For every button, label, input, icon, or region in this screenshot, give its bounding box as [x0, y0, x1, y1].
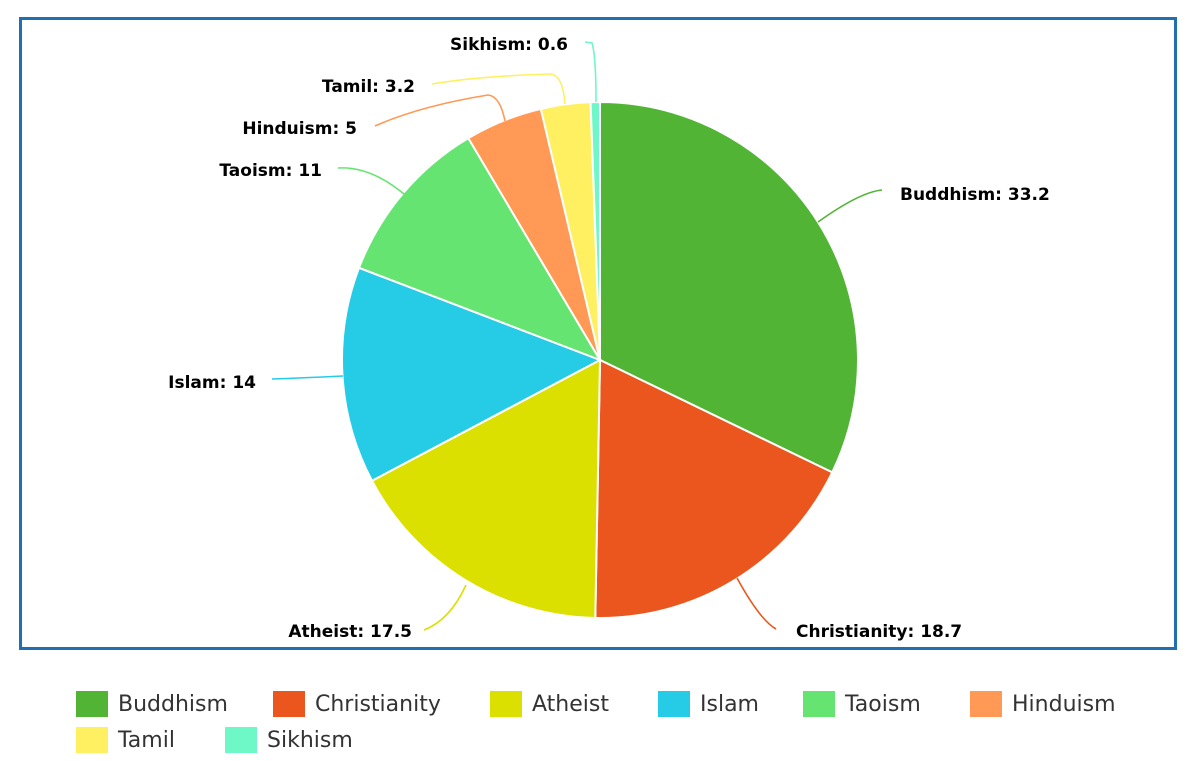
- leader-line-atheist: [423, 584, 467, 631]
- leader-line-christianity: [736, 577, 777, 630]
- legend-swatch-tamil: [76, 727, 108, 753]
- pie-slice-buddhism[interactable]: [599, 100, 859, 474]
- pie-slice-sikhism[interactable]: [589, 100, 601, 361]
- leader-line-taoism: [337, 167, 405, 195]
- legend-label-taoism: Taoism: [845, 691, 921, 717]
- pie-slice-atheist[interactable]: [370, 358, 602, 619]
- leader-line-islam: [271, 375, 344, 380]
- legend-label-buddhism: Buddhism: [118, 691, 228, 717]
- legend-label-atheist: Atheist: [532, 691, 609, 717]
- legend-swatch-christianity: [273, 691, 305, 717]
- chart-legend: Buddhism Christianity Atheist Islam Taoism Hi…: [76, 686, 1176, 758]
- leader-line-sikhism: [584, 41, 597, 103]
- pie-slice-christianity[interactable]: [594, 358, 834, 619]
- legend-item-atheist[interactable]: Atheist: [490, 686, 609, 722]
- legend-item-taoism[interactable]: Taoism: [803, 686, 921, 722]
- legend-label-christianity: Christianity: [315, 691, 441, 717]
- legend-item-sikhism[interactable]: Sikhism: [225, 722, 353, 758]
- legend-item-tamil[interactable]: Tamil: [76, 722, 175, 758]
- legend-item-islam[interactable]: Islam: [658, 686, 759, 722]
- legend-swatch-atheist: [490, 691, 522, 717]
- data-label-hinduism: Hinduism: 5: [242, 119, 357, 139]
- legend-swatch-hinduism: [970, 691, 1002, 717]
- leader-line-tamil: [431, 73, 566, 105]
- legend-label-hinduism: Hinduism: [1012, 691, 1116, 717]
- leader-line-buddhism: [817, 189, 883, 223]
- data-label-christianity: Christianity: 18.7: [796, 622, 962, 642]
- data-label-buddhism: Buddhism: 33.2: [900, 185, 1050, 205]
- legend-swatch-sikhism: [225, 727, 257, 753]
- data-label-atheist: Atheist: 17.5: [288, 622, 412, 642]
- legend-item-hinduism[interactable]: Hinduism: [970, 686, 1116, 722]
- legend-swatch-buddhism: [76, 691, 108, 717]
- legend-label-sikhism: Sikhism: [267, 727, 353, 753]
- pie-chart: Buddhism: 33.2 Christianity: 18.7 Atheist:…: [168, 35, 1050, 642]
- data-label-islam: Islam: 14: [168, 373, 256, 393]
- data-label-tamil: Tamil: 3.2: [322, 77, 415, 97]
- legend-item-christianity[interactable]: Christianity: [273, 686, 441, 722]
- legend-label-tamil: Tamil: [118, 727, 175, 753]
- legend-swatch-islam: [658, 691, 690, 717]
- data-label-taoism: Taoism: 11: [219, 161, 322, 181]
- data-label-sikhism: Sikhism: 0.6: [450, 35, 568, 55]
- leader-line-hinduism: [374, 94, 506, 127]
- legend-item-buddhism[interactable]: Buddhism: [76, 686, 228, 722]
- legend-label-islam: Islam: [700, 691, 759, 717]
- legend-swatch-taoism: [803, 691, 835, 717]
